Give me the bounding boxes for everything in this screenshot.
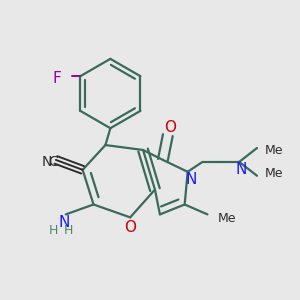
Text: N: N (58, 215, 70, 230)
Text: H: H (64, 224, 74, 237)
Text: N: N (236, 162, 247, 177)
Text: Me: Me (265, 143, 283, 157)
Text: Me: Me (265, 167, 283, 180)
Text: O: O (124, 220, 136, 235)
Text: C: C (48, 155, 58, 169)
Text: F: F (52, 71, 61, 86)
Text: O: O (164, 120, 176, 135)
Text: H: H (49, 224, 58, 237)
Text: Me: Me (218, 212, 236, 225)
Text: N: N (186, 172, 197, 187)
Text: N: N (42, 155, 52, 169)
